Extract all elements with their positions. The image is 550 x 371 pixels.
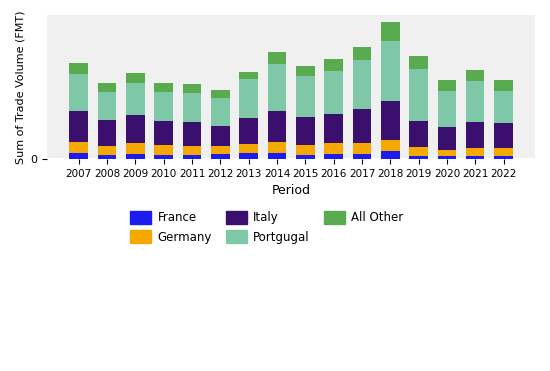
Bar (98, 146, 116, 155)
Bar (268, 52, 286, 64)
Bar (438, 91, 456, 127)
Bar (155, 92, 173, 121)
Bar (409, 147, 428, 156)
Bar (268, 64, 286, 111)
Bar (296, 155, 315, 159)
Bar (69, 63, 88, 75)
Bar (155, 121, 173, 145)
Bar (211, 125, 229, 146)
Bar (98, 83, 116, 92)
Bar (239, 144, 258, 152)
Bar (155, 145, 173, 155)
Bar (494, 148, 513, 156)
Legend: France, Germany, Italy, Portgugal, All Other: France, Germany, Italy, Portgugal, All O… (124, 205, 409, 250)
Bar (466, 148, 485, 156)
Bar (324, 71, 343, 114)
Bar (494, 156, 513, 159)
Bar (466, 70, 485, 81)
Bar (353, 60, 371, 109)
Bar (98, 155, 116, 159)
Bar (211, 146, 229, 154)
Bar (438, 127, 456, 150)
Bar (381, 101, 399, 139)
Bar (381, 22, 399, 40)
Bar (409, 56, 428, 69)
Bar (296, 145, 315, 155)
Bar (268, 111, 286, 142)
Bar (239, 72, 258, 79)
Bar (438, 156, 456, 159)
Bar (211, 98, 229, 125)
Bar (239, 118, 258, 144)
Bar (324, 59, 343, 71)
Bar (494, 91, 513, 123)
Bar (409, 156, 428, 159)
Bar (268, 142, 286, 152)
Bar (183, 84, 201, 93)
Bar (381, 139, 399, 151)
Bar (438, 80, 456, 91)
Bar (126, 154, 145, 159)
Bar (324, 114, 343, 143)
Bar (126, 73, 145, 83)
Bar (353, 47, 371, 60)
Bar (324, 154, 343, 159)
Bar (466, 122, 485, 148)
Bar (126, 83, 145, 115)
Bar (353, 143, 371, 154)
Bar (494, 123, 513, 148)
Bar (211, 154, 229, 159)
Bar (239, 152, 258, 159)
Bar (98, 120, 116, 146)
Y-axis label: Sum of Trade Volume (FMT): Sum of Trade Volume (FMT) (15, 10, 25, 164)
Bar (296, 76, 315, 116)
Bar (466, 81, 485, 122)
Bar (155, 155, 173, 159)
Bar (69, 152, 88, 159)
Bar (324, 143, 343, 154)
Bar (183, 155, 201, 159)
Bar (296, 116, 315, 145)
Bar (155, 83, 173, 92)
Bar (438, 150, 456, 156)
Bar (239, 79, 258, 118)
Bar (494, 80, 513, 91)
Bar (183, 146, 201, 155)
Bar (69, 75, 88, 111)
Bar (353, 154, 371, 159)
Bar (183, 122, 201, 146)
Bar (409, 69, 428, 121)
Bar (409, 121, 428, 147)
Bar (353, 109, 371, 143)
X-axis label: Period: Period (272, 184, 311, 197)
Bar (268, 152, 286, 159)
Bar (211, 90, 229, 98)
Bar (183, 93, 201, 122)
Bar (381, 40, 399, 101)
Bar (69, 142, 88, 152)
Bar (69, 111, 88, 142)
Bar (296, 66, 315, 76)
Bar (466, 156, 485, 159)
Bar (126, 115, 145, 143)
Bar (126, 143, 145, 154)
Bar (98, 92, 116, 120)
Bar (381, 151, 399, 159)
